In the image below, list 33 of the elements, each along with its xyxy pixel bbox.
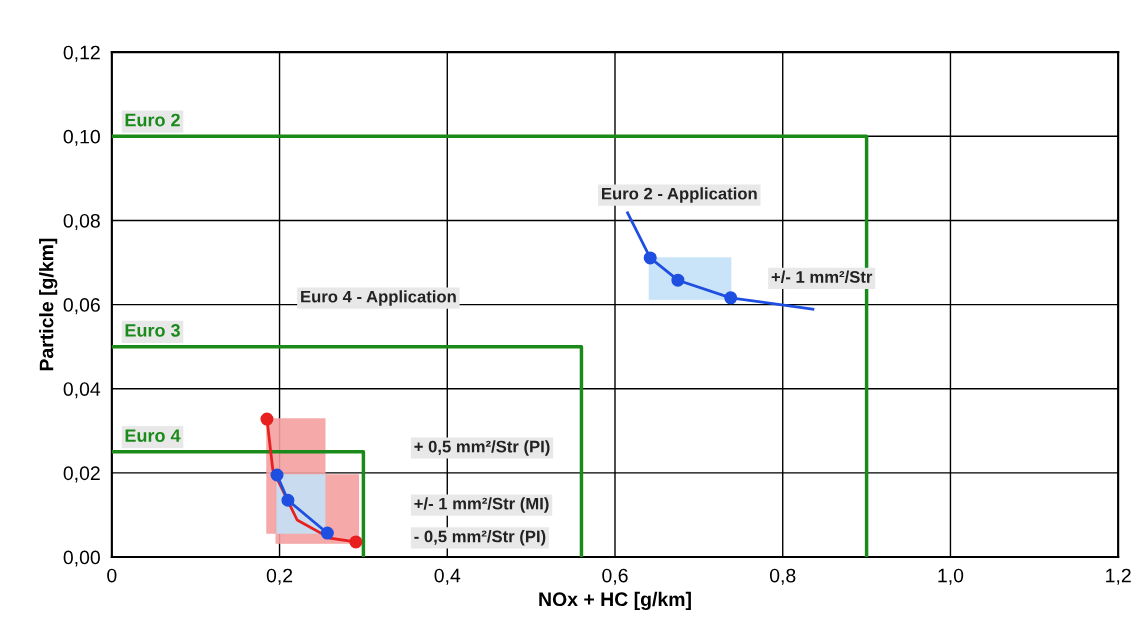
x-tick-label: 0,6 [602,568,628,585]
y-tick-label: 0,00 [63,550,100,567]
annotation: +/- 1 mm²/Str (MI) [414,497,549,513]
series-label: Euro 3 [125,324,180,337]
series-label: Euro 2 [125,113,180,127]
point [671,273,685,287]
point [320,526,334,540]
y-tick-label: 0,02 [63,466,100,483]
annotation: + 0,5 mm²/Str (PI) [414,440,550,456]
x-tick-label: 0,4 [434,568,461,585]
annotation: Euro 4 - Application [301,290,456,306]
point [270,468,284,482]
y-tick-label: 0,10 [63,129,100,146]
y-axis-title: Particle [g/km] [39,238,58,371]
annotation: +/- 1 mm²/Str [771,270,873,283]
y-tick-label: 0,06 [63,298,100,315]
y-tick-label: 0,12 [63,45,100,62]
y-tick-label: 0,08 [63,213,100,230]
y-tick-label: 0,04 [63,382,101,399]
point [281,493,295,507]
point [349,535,363,549]
x-tick-label: 0,2 [266,568,293,585]
x-axis-title: NOx + HC [g/km] [539,591,691,611]
point [724,291,738,305]
x-tick-label: 0 [107,568,117,583]
annotation: Euro 2 - Application [602,187,757,203]
x-tick-label: 1,2 [1106,568,1131,585]
point [643,251,657,265]
series-label: Euro 4 [125,429,181,442]
annotation: - 0,5 mm²/Str (PI) [414,530,546,546]
x-tick-label: 0,8 [769,568,796,585]
point [260,412,274,426]
x-tick-label: 1,0 [938,568,964,585]
